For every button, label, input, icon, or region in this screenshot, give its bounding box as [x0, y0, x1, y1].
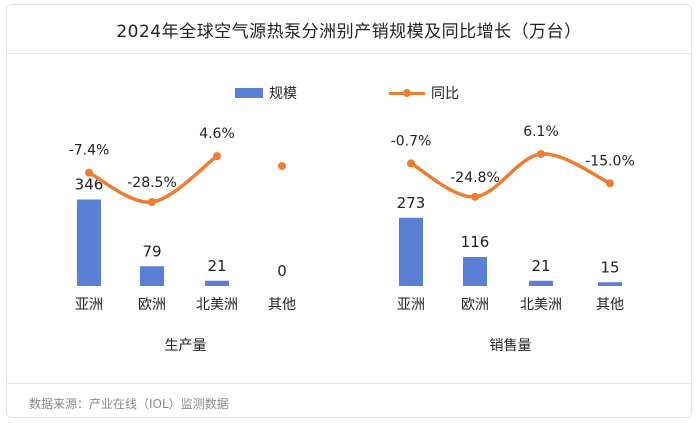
source-text: 数据来源：产业在线（IOL）监测数据 — [29, 397, 229, 411]
category-label: 其他 — [268, 297, 296, 313]
bar-sales-3 — [598, 282, 622, 286]
yoy-value-label: 4.6% — [199, 126, 235, 142]
bar-value-label: 116 — [461, 233, 490, 251]
legend-bar-label: 规模 — [269, 86, 297, 102]
yoy-marker-empty — [278, 162, 286, 170]
yoy-marker — [148, 198, 156, 206]
category-label: 欧洲 — [138, 297, 166, 313]
yoy-marker — [606, 179, 614, 188]
legend-line-swatch — [389, 88, 425, 98]
legend-line-label: 同比 — [431, 86, 459, 102]
bar-value-label: 21 — [531, 257, 550, 275]
yoy-value-label: 6.1% — [523, 124, 559, 140]
bar-value-label: 273 — [397, 194, 426, 212]
bar-production-0 — [77, 199, 101, 286]
yoy-value-label: -28.5% — [127, 175, 177, 191]
x-axis-title: 生产量 — [165, 338, 207, 354]
yoy-value-label: -0.7% — [391, 133, 432, 149]
bar-value-label: 21 — [207, 257, 226, 275]
bar-production-1 — [140, 266, 164, 286]
yoy-marker — [537, 150, 545, 158]
yoy-value-label: -15.0% — [585, 153, 635, 169]
yoy-line-sales — [409, 152, 612, 199]
yoy-value-label: -7.4% — [69, 143, 110, 159]
chart-title: 2024年全球空气源热泵分洲别产销规模及同比增长（万台） — [116, 21, 582, 42]
legend-line: 同比 — [389, 83, 459, 103]
legend-bar: 规模 — [235, 83, 297, 103]
category-label: 其他 — [596, 297, 624, 313]
yoy-value-label: -24.8% — [450, 170, 500, 186]
bar-production-2 — [205, 280, 229, 286]
bar-value-label: 0 — [277, 262, 287, 280]
yoy-marker — [85, 168, 93, 177]
source-divider — [7, 383, 691, 384]
title-bar: 2024年全球空气源热泵分洲别产销规模及同比增长（万台） — [7, 5, 691, 54]
bar-sales-1 — [463, 257, 487, 286]
legend-bar-swatch — [235, 88, 263, 98]
category-label: 北美洲 — [196, 297, 238, 313]
bar-value-label: 79 — [142, 242, 161, 260]
category-label: 亚洲 — [75, 297, 103, 313]
yoy-marker — [407, 159, 415, 168]
chart-card: 2024年全球空气源热泵分洲别产销规模及同比增长（万台） 规模 同比 346 79… — [6, 4, 692, 418]
bar-value-label: 15 — [600, 258, 619, 276]
bar-value-label: 346 — [75, 176, 104, 194]
category-label: 欧洲 — [461, 297, 489, 313]
x-axis-title: 销售量 — [490, 338, 532, 354]
yoy-marker — [213, 152, 221, 161]
category-label: 亚洲 — [397, 297, 425, 313]
category-label: 北美洲 — [520, 297, 562, 313]
yoy-marker — [471, 192, 479, 201]
bar-sales-0 — [399, 217, 423, 286]
bar-sales-2 — [529, 280, 553, 286]
